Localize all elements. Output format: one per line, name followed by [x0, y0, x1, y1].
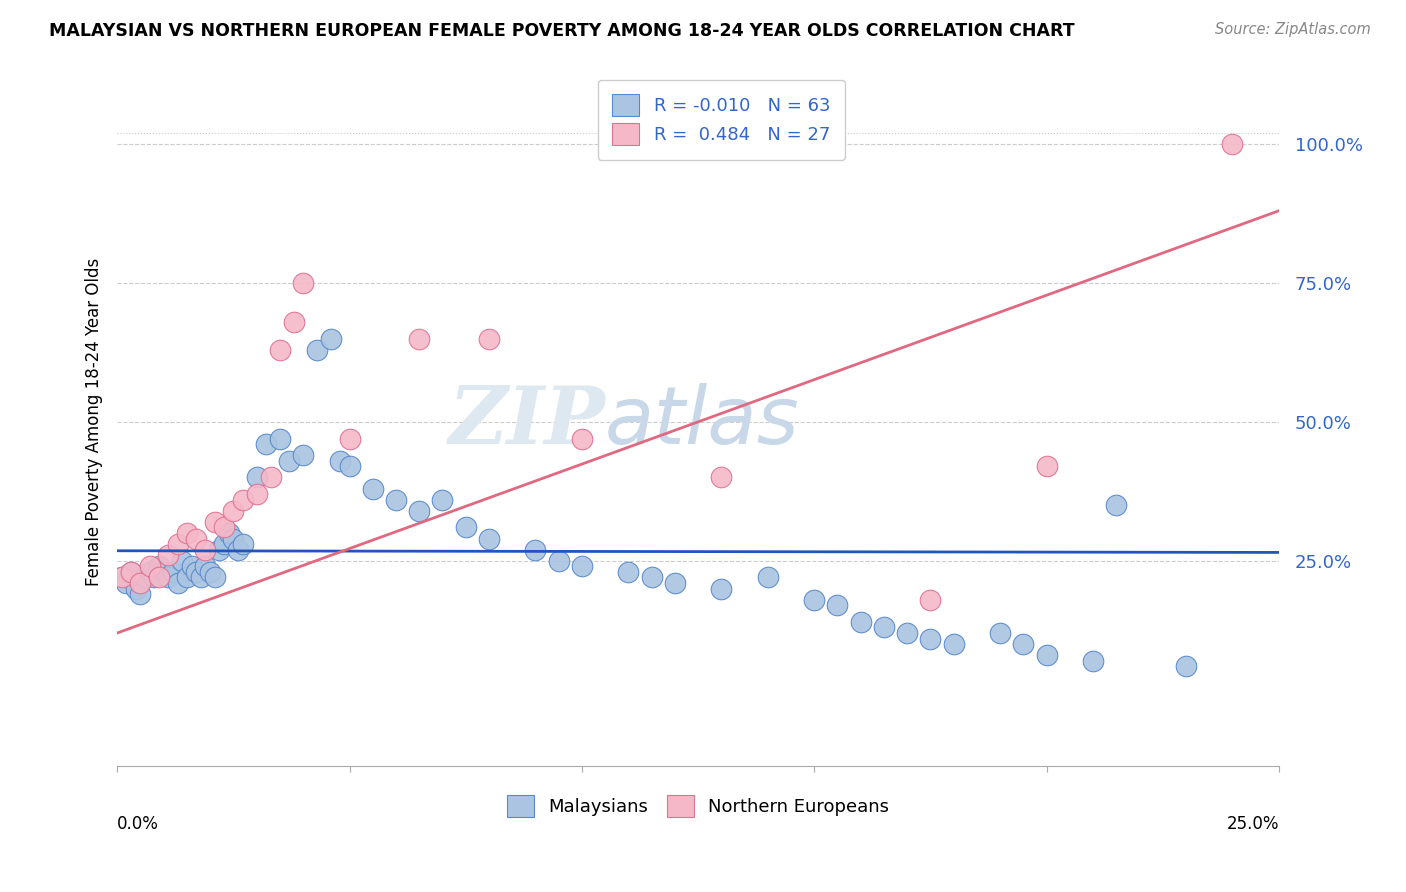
Text: MALAYSIAN VS NORTHERN EUROPEAN FEMALE POVERTY AMONG 18-24 YEAR OLDS CORRELATION : MALAYSIAN VS NORTHERN EUROPEAN FEMALE PO…: [49, 22, 1074, 40]
Point: [120, 565, 142, 579]
Point: [186, 565, 208, 579]
Point: [432, 492, 454, 507]
Point: [827, 598, 849, 612]
Point: [212, 520, 235, 534]
Point: [162, 565, 184, 579]
Point: [385, 492, 408, 507]
Point: [617, 565, 640, 579]
Point: [524, 542, 547, 557]
Point: [571, 432, 593, 446]
Point: [254, 437, 277, 451]
Text: 25.0%: 25.0%: [1226, 814, 1279, 832]
Legend: Malaysians, Northern Europeans: Malaysians, Northern Europeans: [498, 786, 898, 826]
Point: [640, 570, 662, 584]
Point: [1035, 648, 1057, 663]
Point: [129, 587, 152, 601]
Point: [1035, 459, 1057, 474]
Point: [157, 548, 180, 562]
Point: [896, 626, 918, 640]
Point: [1222, 137, 1244, 152]
Point: [190, 570, 212, 584]
Point: [212, 537, 235, 551]
Point: [143, 570, 166, 584]
Point: [194, 559, 217, 574]
Point: [710, 470, 733, 484]
Point: [292, 448, 315, 462]
Point: [259, 470, 281, 484]
Point: [278, 454, 301, 468]
Point: [664, 576, 686, 591]
Point: [329, 454, 352, 468]
Point: [176, 570, 198, 584]
Point: [292, 276, 315, 290]
Point: [176, 526, 198, 541]
Point: [148, 570, 170, 584]
Point: [166, 537, 188, 551]
Point: [138, 565, 160, 579]
Point: [756, 570, 779, 584]
Point: [129, 576, 152, 591]
Point: [246, 487, 269, 501]
Point: [111, 570, 134, 584]
Point: [710, 582, 733, 596]
Point: [1175, 659, 1198, 673]
Y-axis label: Female Poverty Among 18-24 Year Olds: Female Poverty Among 18-24 Year Olds: [86, 258, 103, 586]
Point: [920, 632, 942, 646]
Text: atlas: atlas: [605, 383, 800, 461]
Point: [319, 332, 342, 346]
Point: [873, 620, 896, 634]
Point: [269, 432, 291, 446]
Point: [134, 570, 156, 584]
Point: [803, 592, 825, 607]
Point: [208, 542, 231, 557]
Point: [408, 332, 430, 346]
Point: [547, 554, 569, 568]
Point: [232, 492, 254, 507]
Point: [478, 532, 501, 546]
Point: [204, 570, 226, 584]
Point: [186, 532, 208, 546]
Point: [408, 504, 430, 518]
Point: [204, 515, 226, 529]
Point: [283, 315, 305, 329]
Point: [269, 343, 291, 357]
Point: [138, 559, 160, 574]
Point: [166, 576, 188, 591]
Point: [571, 559, 593, 574]
Point: [232, 537, 254, 551]
Point: [478, 332, 501, 346]
Point: [454, 520, 477, 534]
Point: [172, 554, 194, 568]
Point: [1081, 654, 1104, 668]
Point: [1012, 637, 1035, 651]
Point: [339, 459, 361, 474]
Point: [198, 565, 221, 579]
Text: ZIP: ZIP: [449, 384, 605, 460]
Point: [305, 343, 328, 357]
Point: [152, 565, 174, 579]
Point: [115, 576, 138, 591]
Point: [148, 559, 170, 574]
Point: [180, 559, 202, 574]
Point: [226, 542, 249, 557]
Point: [222, 504, 245, 518]
Point: [222, 532, 245, 546]
Point: [111, 570, 134, 584]
Point: [942, 637, 965, 651]
Point: [157, 570, 180, 584]
Point: [120, 565, 142, 579]
Point: [194, 542, 217, 557]
Point: [849, 615, 872, 629]
Text: 0.0%: 0.0%: [117, 814, 159, 832]
Point: [125, 582, 148, 596]
Point: [339, 432, 361, 446]
Point: [246, 470, 269, 484]
Text: Source: ZipAtlas.com: Source: ZipAtlas.com: [1215, 22, 1371, 37]
Point: [361, 482, 384, 496]
Point: [988, 626, 1011, 640]
Point: [1105, 498, 1128, 512]
Point: [218, 526, 240, 541]
Point: [920, 592, 942, 607]
